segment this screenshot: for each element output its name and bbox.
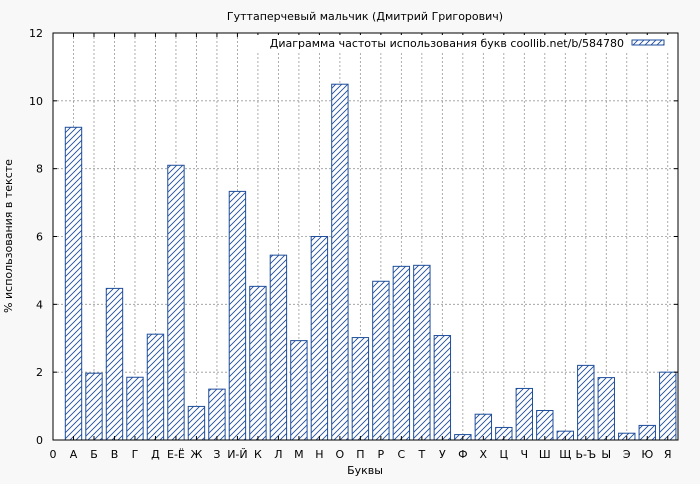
bar-9	[228, 190, 247, 441]
x-tick-label: Ж	[191, 448, 203, 461]
x-axis-ticks: 0 А Б В Г Д Е-Ё Ж З И-Й К Л М Н О П Р С Т У Ф Х Ц Ч Ш Щ Ь-Ъ Ы Э Ю Я	[50, 33, 672, 461]
y-axis-label: % использования в тексте	[2, 159, 15, 313]
x-axis-label: Буквы	[347, 464, 383, 477]
x-tick-label: Я	[664, 448, 672, 461]
x-tick-label: Э	[623, 448, 631, 461]
x-tick-label: Щ	[559, 448, 571, 461]
x-tick-label: Х	[480, 448, 488, 461]
x-tick-label: О	[336, 448, 345, 461]
bar-13	[310, 236, 329, 441]
bar-5	[146, 333, 165, 441]
bar-17	[392, 265, 411, 441]
x-tick-label: Д	[151, 448, 160, 461]
x-tick-label: Р	[378, 448, 385, 461]
y-tick-label: 6	[36, 231, 43, 244]
y-tick-label: 2	[36, 366, 43, 379]
x-tick-label: П	[356, 448, 364, 461]
x-tick-label: У	[439, 448, 446, 461]
x-tick-label: Ч	[521, 448, 529, 461]
bar-19	[433, 335, 452, 441]
bar-1	[64, 126, 83, 441]
legend-label: Диаграмма частоты использования букв coo…	[270, 37, 624, 50]
x-tick-label: Н	[315, 448, 323, 461]
x-tick-label: С	[398, 448, 406, 461]
bar-2	[85, 372, 103, 441]
bar-23	[515, 387, 534, 441]
bar-30	[659, 371, 677, 441]
bar-12	[290, 340, 308, 441]
y-tick-label: 10	[29, 95, 43, 108]
x-tick-label: Ц	[500, 448, 509, 461]
x-tick-label: М	[294, 448, 304, 461]
x-tick-label: И-Й	[227, 448, 247, 461]
y-tick-label: 0	[36, 434, 43, 447]
bar-15	[351, 337, 370, 441]
x-tick-label: Ю	[641, 448, 653, 461]
x-tick-label: Ы	[601, 448, 611, 461]
bar-11	[269, 254, 288, 441]
x-tick-label: Т	[417, 448, 425, 461]
x-tick-label: З	[213, 448, 220, 461]
y-tick-label: 12	[29, 27, 43, 40]
legend-swatch	[631, 39, 665, 46]
x-tick-label: Л	[274, 448, 282, 461]
bar-3	[105, 287, 124, 441]
x-tick-label: В	[111, 448, 119, 461]
legend-background	[240, 35, 674, 51]
x-tick-label: Б	[90, 448, 98, 461]
x-tick-label: Г	[132, 448, 139, 461]
x-tick-label-origin: 0	[50, 448, 57, 461]
y-axis-ticks: 0 2 4 6 8 10 12	[29, 27, 678, 447]
chart-title: Гуттаперчевый мальчик (Дмитрий Григорови…	[227, 10, 503, 23]
x-tick-label: Е-Ё	[167, 448, 185, 461]
bar-14	[331, 83, 349, 441]
x-tick-label: А	[70, 448, 78, 461]
y-tick-label: 8	[36, 163, 43, 176]
legend: Диаграмма частоты использования букв coo…	[240, 35, 674, 51]
bar-6	[167, 164, 185, 441]
bar-24	[536, 409, 554, 441]
x-tick-label: К	[254, 448, 262, 461]
bar-26	[577, 364, 595, 441]
bar-8	[208, 388, 226, 441]
bar-27	[597, 377, 615, 441]
y-tick-label: 4	[36, 298, 43, 311]
x-tick-label: Ь-Ъ	[575, 448, 596, 461]
bar-18	[413, 264, 431, 441]
bar-7	[187, 405, 206, 441]
x-tick-label: Ф	[458, 448, 467, 461]
x-tick-label: Ш	[539, 448, 551, 461]
bar-10	[249, 285, 267, 441]
bar-16	[372, 280, 390, 441]
bar-4	[126, 376, 144, 441]
